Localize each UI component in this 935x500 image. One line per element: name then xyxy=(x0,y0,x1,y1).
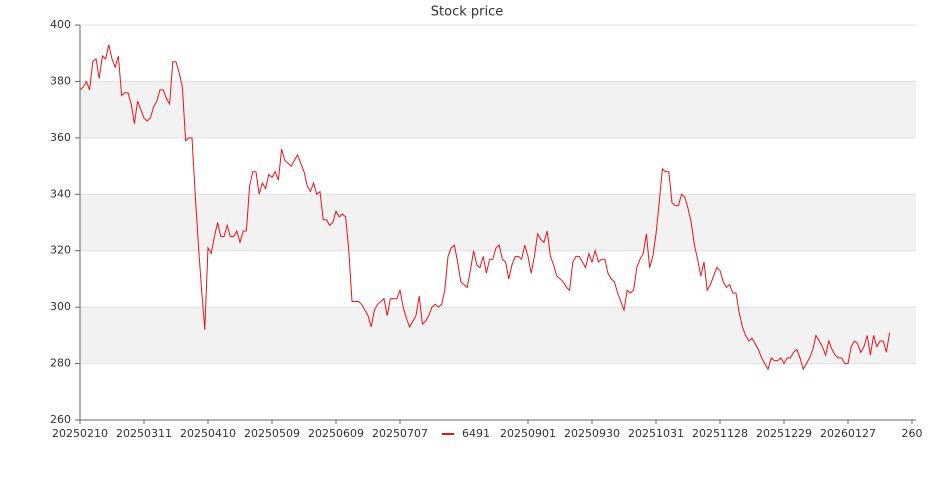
chart-title: Stock price xyxy=(431,5,503,20)
x-tick-label: 260 xyxy=(902,427,923,440)
legend-bg xyxy=(438,426,494,442)
legend-label: 6491 xyxy=(462,427,490,440)
y-tick-label: 280 xyxy=(50,357,71,370)
x-tick-label: 20251128 xyxy=(692,427,748,440)
grid-band xyxy=(80,81,916,138)
x-tick-label: 20251031 xyxy=(628,427,684,440)
x-tick-label: 20250311 xyxy=(116,427,172,440)
x-tick-label: 20250901 xyxy=(500,427,556,440)
y-tick-label: 400 xyxy=(50,18,71,31)
line xyxy=(79,44,891,371)
y-tick-label: 380 xyxy=(50,74,71,87)
y-tick-label: 300 xyxy=(50,300,71,313)
y-tick-label: 360 xyxy=(50,131,71,144)
x-tick-label: 20250707 xyxy=(372,427,428,440)
x-tick-label: 20250609 xyxy=(308,427,364,440)
x-tick-label: 20251229 xyxy=(756,427,812,440)
y-tick-label: 320 xyxy=(50,244,71,257)
x-tick-label: 20250210 xyxy=(52,427,108,440)
x-tick-label: 20250509 xyxy=(244,427,300,440)
x-tick-label: 20250410 xyxy=(180,427,236,440)
x-tick-label: 20250930 xyxy=(564,427,620,440)
y-tick-label: 260 xyxy=(50,413,71,426)
y-tick-label: 340 xyxy=(50,187,71,200)
grid-band xyxy=(80,307,916,364)
x-tick-label: 20260127 xyxy=(820,427,876,440)
grid-band xyxy=(80,194,916,251)
